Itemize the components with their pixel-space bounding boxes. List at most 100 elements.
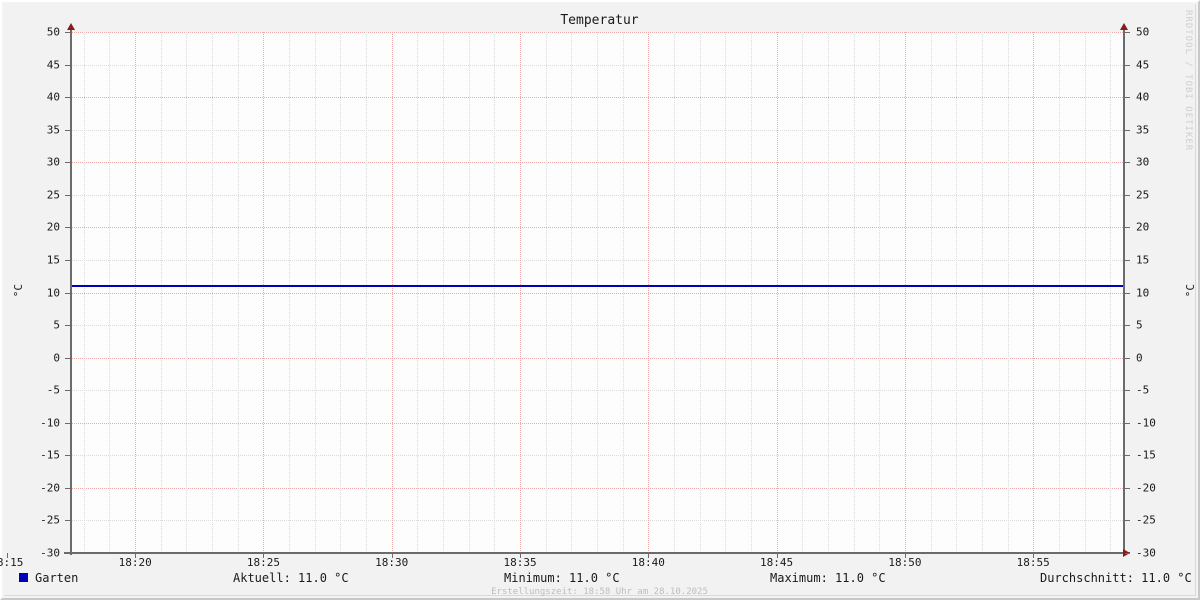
y-axis-tick [65,325,70,327]
grid-line-vertical [827,32,829,553]
y-axis-tick [1125,292,1130,294]
x-axis-tick-label: 18:40 [631,556,665,569]
y-axis-tick-label: 50 [1136,25,1150,39]
y-axis-tick-label: -10 [40,416,60,430]
y-axis-tick [1125,64,1130,66]
y-axis-tick-label: -5 [46,383,60,397]
x-axis-tick [776,553,778,558]
creation-timestamp: Erstellungszeit: 18:58 Uhr am 28.10.2025 [491,587,708,597]
y-axis-tick-label: -25 [1136,513,1156,527]
stat-maximum: Maximum: 11.0 °C [770,571,886,585]
grid-line-vertical [930,32,932,553]
y-axis-tick-label: 45 [46,58,60,72]
y-axis-tick-label: 10 [1136,286,1150,299]
y-axis-tick-label: 30 [1136,155,1150,169]
x-axis-tick [391,553,393,558]
y-axis-tick [1125,162,1130,164]
y-axis-tick-label: 40 [1136,90,1150,104]
grid-line-vertical [648,32,650,553]
y-axis-right-arrow-icon [1120,23,1128,30]
grid-line-vertical [1110,32,1112,553]
x-axis-tick [648,553,650,558]
x-axis-tick-label: 18:30 [375,556,409,569]
grid-line-vertical [340,32,342,553]
y-axis-tick-label: -20 [1136,481,1156,495]
grid-line-vertical [622,32,624,553]
x-axis-tick-label: 18:55 [1016,556,1050,569]
y-axis-tick-label: 45 [1136,58,1150,72]
grid-line-vertical [904,32,906,553]
grid-line-vertical [135,32,137,553]
y-axis-tick [1125,227,1130,229]
grid-line-vertical [212,32,214,553]
grid-line-vertical [468,32,470,553]
y-axis-tick [65,520,70,522]
y-axis-tick [65,162,70,164]
y-axis-tick [1125,194,1130,196]
y-axis-tick [65,357,70,359]
y-axis-tick-label: 0 [1136,351,1143,365]
legend-color-swatch-icon [19,573,28,582]
y-axis-tick-label: 25 [46,188,60,202]
grid-line-vertical [699,32,701,553]
y-axis-tick-label: -5 [1136,383,1150,397]
grid-line-vertical [289,32,291,553]
grid-line-vertical [83,32,85,553]
y-axis-tick-label: 20 [1136,220,1150,234]
y-axis-tick [1125,357,1130,359]
y-axis-tick [1125,553,1130,554]
grid-line-vertical [109,32,111,553]
y-axis-tick [65,32,70,33]
y-axis-tick [65,194,70,196]
y-axis-tick [65,129,70,131]
y-axis-tick [1125,390,1130,392]
y-axis-tick [1125,259,1130,261]
y-axis-tick-label: -25 [40,513,60,527]
stat-minimum: Minimum: 11.0 °C [504,571,620,585]
grid-line-vertical [237,32,239,553]
grid-line-vertical [776,32,778,553]
grid-line-vertical [417,32,419,553]
y-axis-right [1123,30,1125,555]
grid-line-vertical [263,32,265,553]
stat-aktuell: Aktuell: 11.0 °C [233,571,349,585]
y-axis-tick [65,64,70,66]
grid-line-vertical [879,32,881,553]
x-axis-tick [1033,553,1035,558]
y-axis-tick-label: 30 [46,155,60,169]
y-axis-tick [65,422,70,424]
grid-line-vertical [186,32,188,553]
legend: Garten Aktuell: 11.0 °C Minimum: 11.0 °C… [4,570,1195,590]
grid-line-vertical [853,32,855,553]
y-axis-tick-label: -15 [1136,448,1156,462]
grid-line-vertical [1007,32,1009,553]
x-axis-tick-label: 18:45 [760,556,794,569]
y-axis-tick-label: 15 [1136,253,1150,267]
grid-line-vertical [545,32,547,553]
grid-line-vertical [571,32,573,553]
page-title: Temperatur [560,13,639,28]
y-axis-tick-label: -30 [1136,546,1156,560]
x-axis [64,552,1130,554]
x-axis-tick-label: 18:35 [503,556,537,569]
x-axis-tick [520,553,522,558]
x-axis-tick-label: 18:50 [888,556,922,569]
grid-line-vertical [1058,32,1060,553]
y-axis-tick-label: -15 [40,448,60,462]
legend-item-garten: Garten [19,571,78,585]
grid-line-vertical [956,32,958,553]
x-axis-tick-label: 18:25 [246,556,280,569]
y-axis-tick [65,487,70,489]
y-axis-tick-label: -30 [40,546,60,560]
x-axis-tick [135,553,137,558]
y-axis-tick-label: 25 [1136,188,1150,202]
y-axis-left-arrow-icon [67,23,75,30]
grid-line-vertical [1033,32,1035,553]
y-axis-right-unit-label: °C [1184,284,1197,298]
y-axis-tick [1125,32,1130,33]
y-axis-tick [65,390,70,392]
y-axis-tick [1125,97,1130,99]
grid-line-vertical [160,32,162,553]
y-axis-tick-label: 5 [53,318,60,332]
